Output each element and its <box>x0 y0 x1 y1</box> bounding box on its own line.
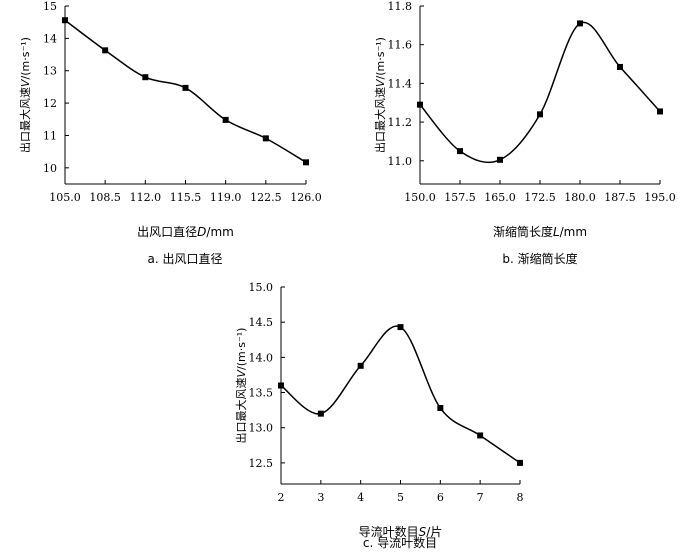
y-tick-label: 13.5 <box>249 387 274 400</box>
x-tick-label: 187.5 <box>604 191 636 204</box>
x-tick-label: 157.5 <box>444 191 476 204</box>
data-point <box>477 432 484 439</box>
x-tick-label: 108.5 <box>89 191 121 204</box>
y-tick-label: 13.0 <box>249 422 274 435</box>
chart-b: 11.0 11.2 11.4 11.6 11.8 150.0 157.5 165.0 172.5… <box>373 0 676 266</box>
x-tick-label: 115.5 <box>170 191 202 204</box>
x-tick-label: 195.0 <box>644 191 676 204</box>
x-tick-label: 180.0 <box>564 191 596 204</box>
x-tick-label: 126.0 <box>290 191 322 204</box>
data-point <box>317 410 324 417</box>
data-point <box>397 324 404 331</box>
y-tick-label: 11.8 <box>388 0 413 13</box>
series-line <box>280 325 521 464</box>
y-tick-label: 15 <box>43 0 57 13</box>
data-point <box>437 405 444 412</box>
y-tick-label: 12 <box>43 97 57 110</box>
chart-caption: a. 出风口直径 <box>148 252 223 266</box>
y-tick-label: 10 <box>43 162 57 175</box>
y-tick-label: 11.0 <box>388 155 413 168</box>
data-point <box>457 148 463 155</box>
y-tick-label: 14 <box>43 32 57 45</box>
chart-c: 12.5 13.0 13.5 14.0 14.5 15.0 2 3 4 5 6 7 8 导流叶数目S/片 出… <box>234 281 524 550</box>
chart-caption: c. 导流叶数目 <box>363 535 437 550</box>
data-point <box>62 17 68 24</box>
data-point <box>262 135 269 142</box>
y-axis-label: 出口最大风速V/(m·s⁻¹) <box>234 328 248 444</box>
data-point <box>102 47 109 54</box>
chart-caption: b. 渐缩筒长度 <box>502 251 577 266</box>
x-tick-label: 172.5 <box>524 191 556 204</box>
y-tick-label: 11.4 <box>388 77 413 90</box>
x-tick-label: 3 <box>317 491 324 504</box>
y-tick-label: 14.0 <box>249 351 274 364</box>
data-point <box>417 101 423 108</box>
data-point <box>617 63 623 70</box>
data-point <box>357 362 364 369</box>
x-tick-label: 122.5 <box>250 191 282 204</box>
data-point <box>577 20 583 27</box>
x-tick-label: 8 <box>517 491 524 504</box>
x-tick-label: 6 <box>437 491 444 504</box>
data-point <box>142 74 149 81</box>
x-tick-label: 4 <box>357 491 364 504</box>
data-point <box>497 156 503 163</box>
x-tick-label: 5 <box>397 491 404 504</box>
x-tick-label: 150.0 <box>404 191 436 204</box>
data-point <box>278 382 284 389</box>
y-tick-label: 11.6 <box>388 39 413 52</box>
x-tick-label: 2 <box>278 491 285 504</box>
x-tick-label: 7 <box>477 491 484 504</box>
x-tick-label: 165.0 <box>484 191 516 204</box>
data-point <box>222 116 229 123</box>
y-axis-label: 出口最大风速V/(m·s⁻¹) <box>373 37 387 153</box>
data-point <box>657 108 663 115</box>
y-tick-label: 11.2 <box>388 116 413 129</box>
series-line <box>64 19 307 163</box>
series-line <box>419 21 661 164</box>
data-point <box>537 111 543 118</box>
y-tick-label: 11 <box>43 129 57 142</box>
x-tick-label: 112.0 <box>130 191 162 204</box>
y-tick-label: 14.5 <box>249 316 274 329</box>
x-tick-label: 105.0 <box>49 191 81 204</box>
data-point <box>182 84 189 91</box>
data-point <box>303 159 309 166</box>
y-tick-label: 15.0 <box>249 281 274 294</box>
y-axis-label: 出口最大风速V/(m·s⁻¹) <box>18 37 32 153</box>
y-tick-label: 13 <box>43 65 57 78</box>
x-axis-label: 出风口直径D/mm <box>137 225 234 239</box>
chart-a: 10 11 12 13 14 15 105.0 108.5 112.0 115.5 119.0 122… <box>18 0 322 266</box>
x-axis-label: 渐缩筒长度L/mm <box>493 224 587 239</box>
data-point <box>517 459 523 466</box>
x-axis-label: 导流叶数目S/片 <box>359 524 443 539</box>
x-tick-label: 119.0 <box>210 191 242 204</box>
y-tick-label: 12.5 <box>249 457 274 470</box>
